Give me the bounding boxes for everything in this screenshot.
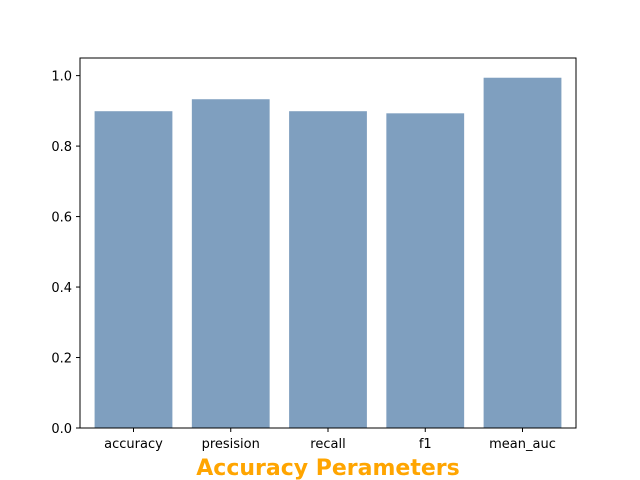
x-axis-ticks: accuracy presision recall f1 mean_auc [104,428,556,452]
plot-frame [79,57,577,429]
y-tick-label: 0.4 [51,281,72,296]
bar-mean_auc [483,77,562,428]
x-tick-label: presision [202,437,260,452]
x-tick-label: f1 [419,437,432,452]
bars-group [94,77,562,429]
x-tick-label: recall [310,437,345,452]
y-tick-label: 0.8 [51,140,72,155]
x-tick-label: mean_auc [489,437,556,452]
y-axis-ticks: 0.0 0.2 0.4 0.6 0.8 1.0 [51,70,80,437]
bar-f1 [386,113,465,428]
bar-accuracy [94,111,173,429]
bar-recall [289,111,367,429]
y-tick-label: 0.6 [51,211,72,226]
x-tick-label: accuracy [104,437,163,452]
bar-presision [191,99,270,428]
y-tick-label: 1.0 [51,70,72,85]
y-tick-label: 0.0 [51,422,72,437]
x-axis-label: Accuracy Perameters [196,456,459,480]
y-tick-label: 0.2 [51,352,72,367]
